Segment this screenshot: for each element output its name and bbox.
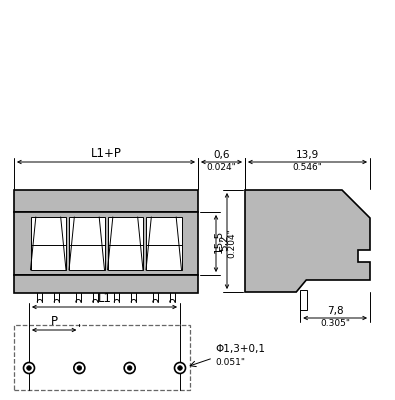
Circle shape bbox=[178, 366, 182, 370]
Text: 0.024": 0.024" bbox=[207, 163, 236, 172]
Bar bbox=[146, 217, 181, 270]
Text: L1+P: L1+P bbox=[90, 147, 121, 160]
Circle shape bbox=[77, 366, 82, 370]
Text: P: P bbox=[51, 315, 58, 328]
Bar bbox=[69, 217, 105, 270]
Text: L1: L1 bbox=[98, 292, 111, 305]
Bar bbox=[14, 212, 198, 275]
Bar bbox=[14, 275, 198, 293]
Text: 0.051": 0.051" bbox=[215, 358, 245, 367]
Text: 7,8: 7,8 bbox=[327, 306, 343, 316]
Text: 15,5: 15,5 bbox=[214, 229, 224, 253]
Text: 0.305": 0.305" bbox=[320, 319, 350, 328]
Text: 5,2: 5,2 bbox=[219, 234, 229, 251]
Circle shape bbox=[74, 362, 85, 374]
Text: 13,9: 13,9 bbox=[296, 150, 319, 160]
Circle shape bbox=[23, 362, 34, 374]
Circle shape bbox=[175, 362, 186, 374]
Bar bbox=[30, 217, 66, 270]
Text: 0,6: 0,6 bbox=[213, 150, 230, 160]
Bar bbox=[14, 190, 198, 212]
Circle shape bbox=[127, 366, 132, 370]
Circle shape bbox=[124, 362, 135, 374]
Circle shape bbox=[27, 366, 31, 370]
Polygon shape bbox=[245, 190, 370, 292]
Bar bbox=[300, 290, 307, 310]
Bar bbox=[14, 325, 190, 390]
Text: 0.546": 0.546" bbox=[293, 163, 322, 172]
Text: 0.204": 0.204" bbox=[227, 229, 236, 258]
Bar bbox=[107, 217, 143, 270]
Text: Φ1,3+0,1: Φ1,3+0,1 bbox=[215, 344, 265, 354]
